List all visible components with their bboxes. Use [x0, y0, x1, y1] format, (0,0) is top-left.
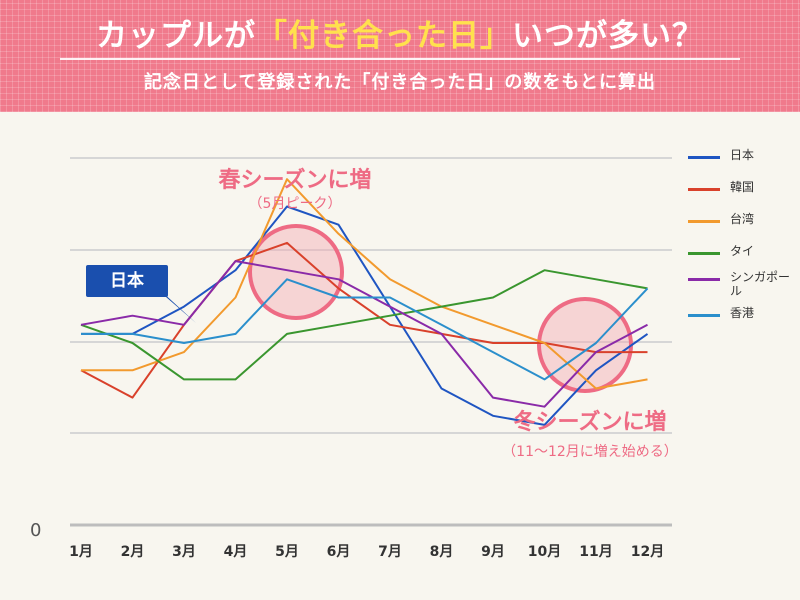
x-tick-label: 9月 — [481, 544, 505, 560]
x-tick-label: 10月 — [527, 544, 562, 560]
legend-label: 香港 — [730, 306, 755, 320]
legend-item: 台湾 — [688, 212, 798, 232]
japan-tag-pointer — [160, 290, 196, 323]
chart-grid — [70, 157, 672, 527]
header-banner: カップルが「付き合った日」いつが多い？ 記念日として登録された「付き合った日」の… — [0, 0, 800, 112]
legend-item: 日本 — [688, 148, 798, 168]
x-tick-label: 6月 — [326, 544, 351, 560]
legend-swatch — [688, 252, 720, 255]
title-pre: カップルが — [96, 18, 256, 54]
legend-swatch — [688, 220, 720, 223]
chart-card — [0, 112, 800, 600]
x-tick-label: 12月 — [630, 544, 665, 560]
x-tick-label: 7月 — [378, 544, 402, 560]
title-highlight: 「付き合った日」 — [256, 18, 512, 54]
x-tick-label: 1月 — [69, 544, 93, 560]
series-line — [80, 260, 648, 408]
legend-swatch — [688, 314, 720, 317]
x-tick-label: 8月 — [429, 544, 454, 560]
x-tick-label: 5月 — [275, 544, 299, 560]
spring-annotation-sub: （5月ピーク） — [248, 196, 342, 212]
series-line — [81, 178, 648, 390]
x-tick-label: 4月 — [223, 544, 248, 560]
winter-annotation: 冬シーズンに増 — [513, 410, 667, 435]
legend-swatch — [688, 156, 720, 159]
legend-label: シンガポール — [730, 270, 791, 298]
chart-series-lines — [80, 178, 649, 426]
legend-label: 日本 — [730, 148, 755, 162]
spring-annotation: 春シーズンに増 — [218, 168, 372, 193]
title-post: いつが多い？ — [512, 18, 704, 54]
legend-label: 台湾 — [730, 212, 755, 226]
legend-item: 香港 — [688, 306, 798, 326]
page-title: カップルが「付き合った日」いつが多い？ — [0, 10, 800, 55]
legend-label: 韓国 — [730, 180, 755, 194]
x-tick-label: 2月 — [120, 544, 145, 560]
legend-label: タイ — [730, 244, 755, 258]
legend-item: タイ — [688, 244, 798, 264]
legend-item: 韓国 — [688, 180, 798, 200]
x-tick-label: 3月 — [172, 544, 196, 560]
legend-swatch — [688, 278, 720, 281]
series-line — [81, 205, 649, 426]
page-subtitle: 記念日として登録された「付き合った日」の数をもとに算出 — [143, 72, 657, 93]
title-divider — [60, 58, 740, 60]
legend-item: シンガポール — [688, 270, 798, 298]
winter-annotation-sub: （11〜12月に増え始める） — [502, 444, 678, 460]
y-axis-zero-label: 0 — [30, 520, 42, 541]
series-line — [80, 241, 648, 399]
x-tick-label: 11月 — [579, 544, 613, 560]
japan-tag: 日本 — [86, 265, 168, 297]
series-line — [81, 278, 649, 381]
legend-swatch — [688, 188, 720, 191]
series-line — [80, 269, 648, 381]
